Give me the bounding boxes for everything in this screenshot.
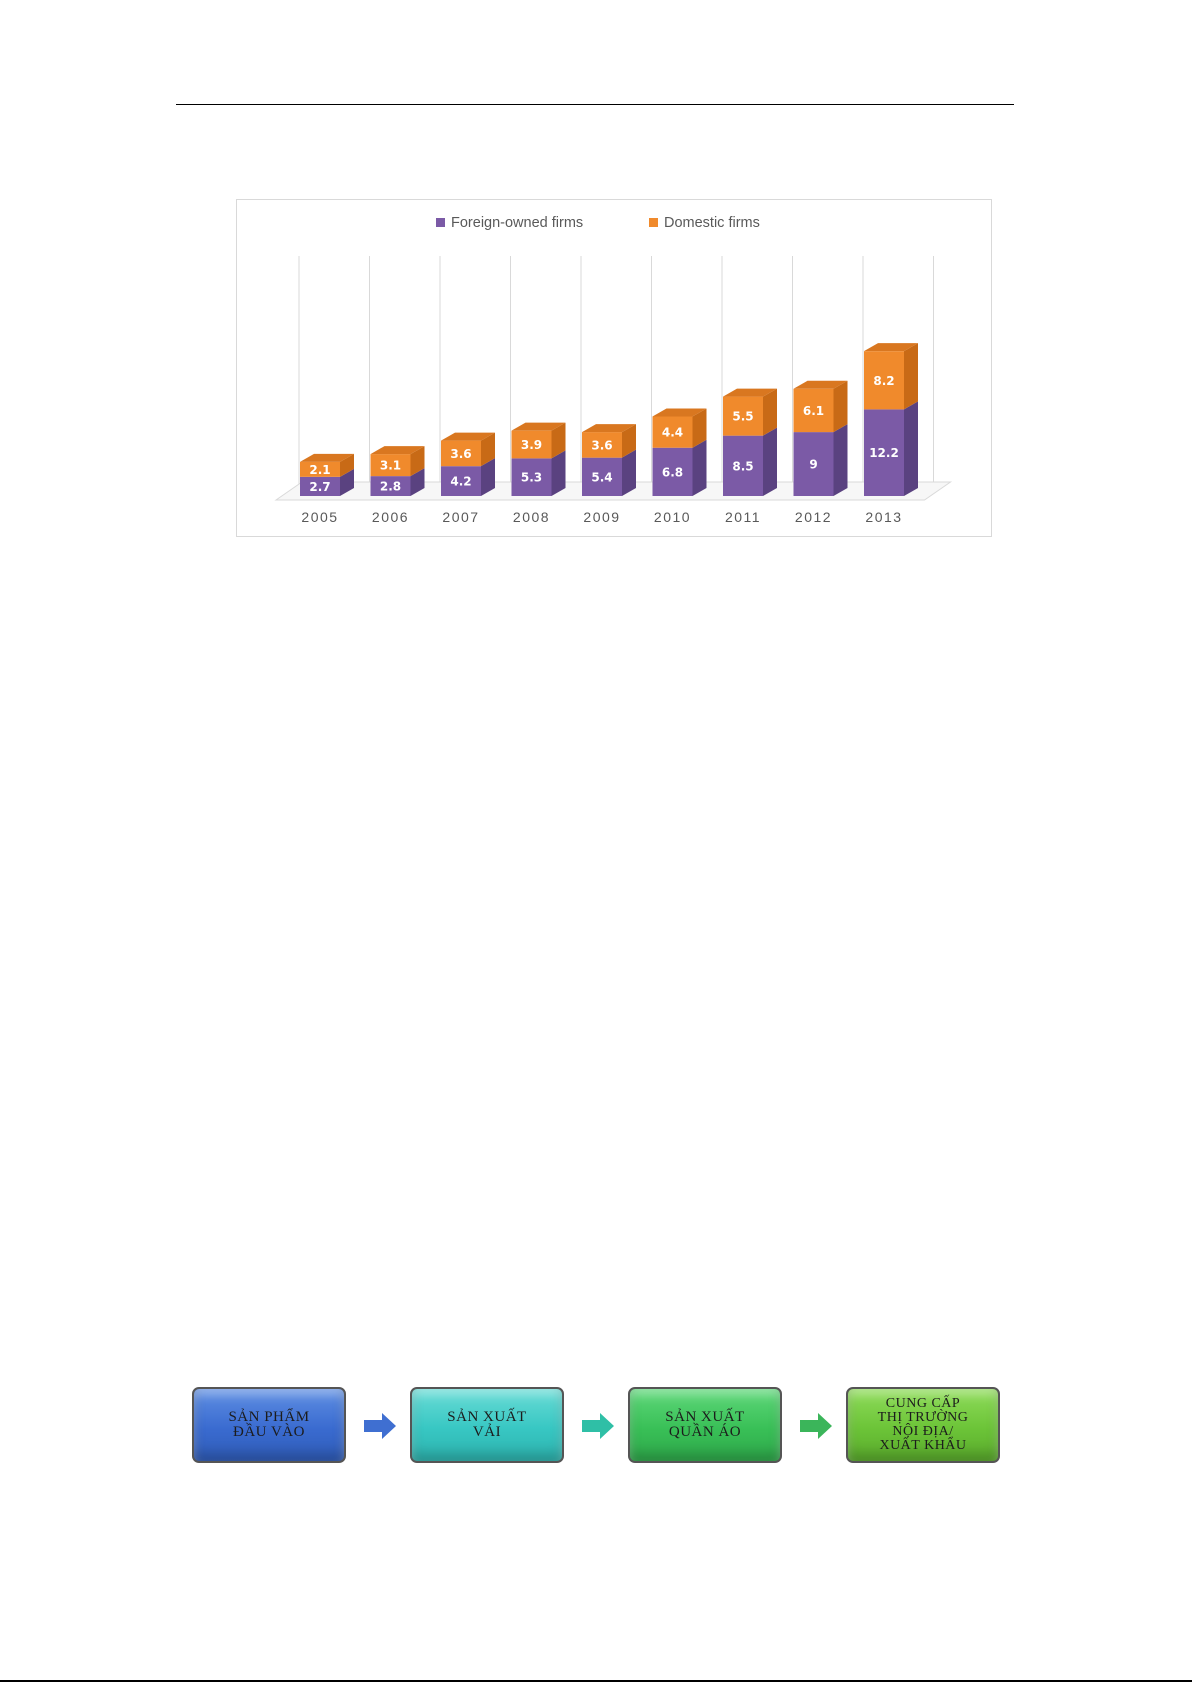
x-tick-label: 2007 [442,509,479,525]
bar-segment [300,461,340,477]
bar-side [340,453,354,477]
bar-side [833,424,848,496]
bar-top [723,388,777,397]
bar-segment [864,409,904,496]
data-label: 3.9 [521,438,542,452]
bar-top [864,343,918,352]
x-tick-label: 2008 [513,509,550,525]
x-tick-label: 2005 [301,509,338,525]
data-label: 6.8 [662,465,683,479]
data-label: 3.6 [450,447,471,461]
x-tick-label: 2006 [372,509,409,525]
bar-segment [793,432,834,496]
bar-segment [723,396,763,436]
bar-segment [511,458,552,496]
bar-side [551,422,566,459]
bar-segment [511,430,552,459]
legend-domestic-label: Domestic firms [664,215,760,231]
x-tick-label: 2011 [725,509,761,525]
bar-side [692,439,707,496]
flow-step-fabric-production: SẢN XUẤT VẢI [410,1387,564,1463]
bar-segment [582,457,622,496]
bar-side [410,446,425,477]
data-label: 5.5 [732,410,753,424]
stacked-bar-chart: Foreign-owned firms Domestic firms 2.7 2.1 2… [236,199,992,537]
bar-segment [370,454,411,477]
legend-foreign-label: Foreign-owned firms [451,215,583,231]
bar-side [340,468,354,496]
data-label: 4.2 [450,475,471,489]
bar-segment [723,435,763,496]
data-label: 8.5 [732,459,753,473]
x-tick-label: 2012 [795,509,832,525]
data-label: 9 [809,458,817,472]
arrow-right-icon [364,1413,396,1439]
bar-top [300,453,354,462]
x-tick-label: 2009 [583,509,620,525]
bar-side [763,388,777,436]
bar-side [481,458,495,496]
bar-top [652,408,707,417]
bar-segment [441,440,481,467]
data-label: 3.1 [380,459,401,473]
footer-rule [0,1680,1192,1682]
bar-segment [300,476,340,496]
bar-top [370,446,425,455]
data-label: 3.6 [591,438,612,452]
data-label: 6.1 [803,404,824,418]
bar-segment [652,447,693,496]
data-label: 4.4 [662,426,683,440]
legend-foreign-swatch [436,218,445,227]
data-label: 5.3 [521,471,542,485]
bar-segment [652,416,693,448]
bar-top [793,380,848,389]
data-label: 2.8 [380,480,401,494]
bar-side [481,432,495,467]
bar-side [904,343,918,410]
flow-step-garment-production: SẢN XUẤT QUẦN ÁO [628,1387,782,1463]
bar-segment [582,432,622,458]
arrow-right-icon [582,1413,614,1439]
data-label: 2.1 [309,463,330,477]
bar-side [622,449,636,496]
bar-segment [370,476,411,496]
data-label: 12.2 [869,446,899,460]
legend-domestic-swatch [649,218,658,227]
header-rule [176,104,1014,105]
bar-top [441,432,495,441]
bar-side [692,408,707,448]
data-label: 5.4 [591,470,612,484]
bar-side [551,450,566,496]
bar-side [763,427,777,496]
x-tick-label: 2013 [865,509,902,525]
bar-side [833,380,848,433]
arrow-right-icon [800,1413,832,1439]
bar-side [904,401,918,496]
bar-side [622,424,636,458]
bar-segment [864,351,904,410]
bar-top [511,422,566,431]
chart-svg: Foreign-owned firms Domestic firms 2.7 2.1 2… [274,215,953,525]
bar-segment [441,466,481,496]
data-label: 8.2 [873,374,894,388]
flow-step-market-supply: CUNG CẤP THỊ TRƯỜNG NỘI ĐỊA/ XUẤT KHẨU [846,1387,1000,1463]
data-label: 2.7 [309,480,330,494]
flow-step-input-products: SẢN PHẨM ĐẦU VÀO [192,1387,346,1463]
x-tick-label: 2010 [654,509,691,525]
bar-segment [793,388,834,433]
bar-side [410,468,425,496]
bar-top [582,424,636,433]
